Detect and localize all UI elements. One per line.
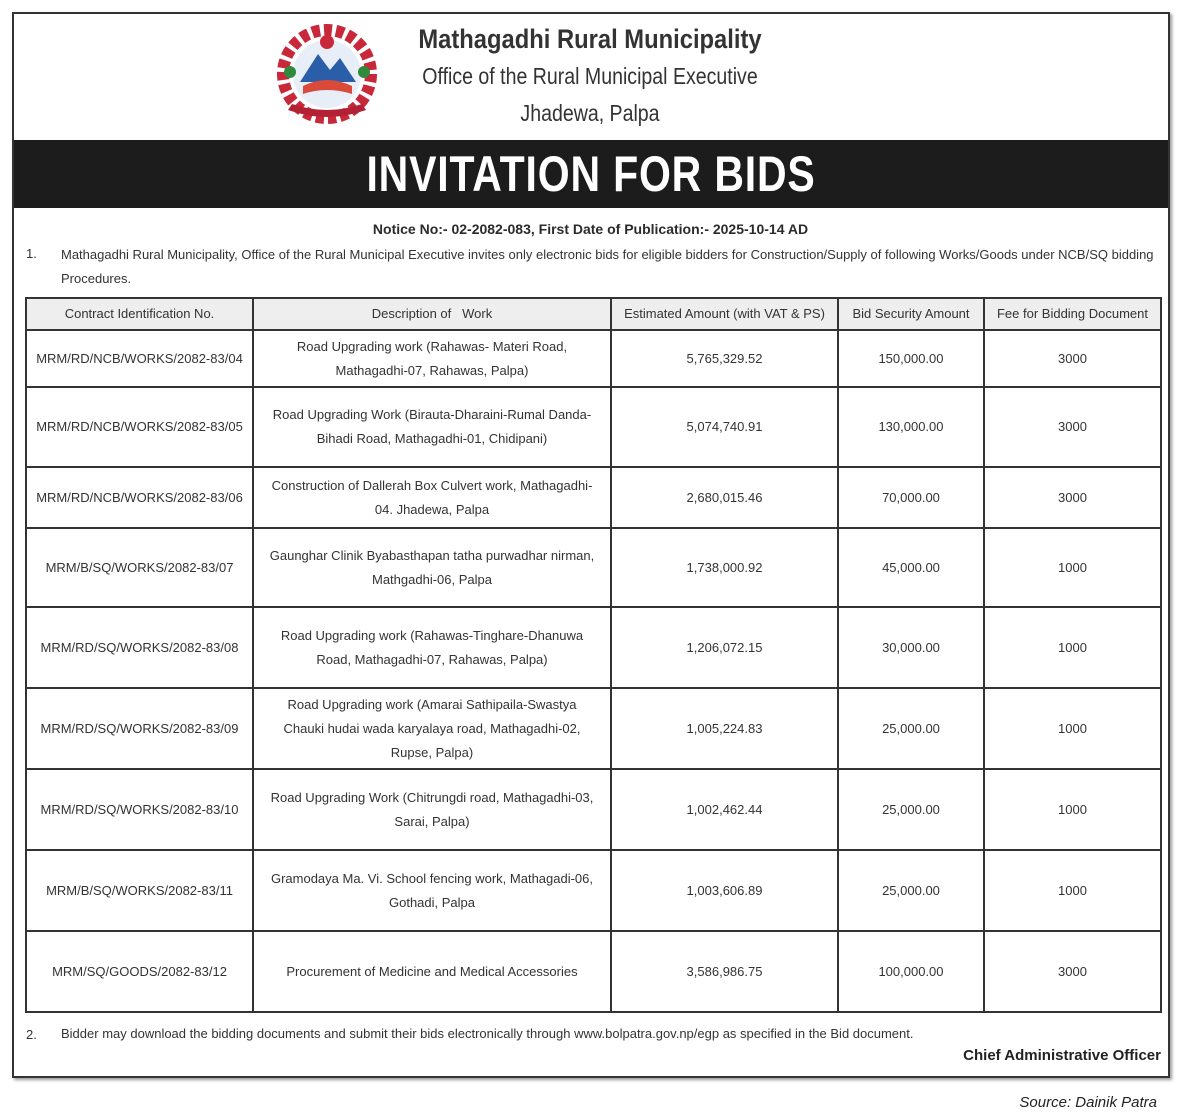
cell-contract-id: MRM/RD/SQ/WORKS/2082-83/10 bbox=[25, 768, 254, 851]
paragraph-2: Bidder may download the bidding document… bbox=[61, 1026, 914, 1041]
cell-estimated-amount: 3,586,986.75 bbox=[610, 930, 839, 1013]
paragraph-1: Mathagadhi Rural Municipality, Office of… bbox=[61, 247, 1154, 286]
cell-estimated-amount: 5,765,329.52 bbox=[610, 329, 839, 388]
cell-document-fee: 3000 bbox=[983, 329, 1162, 388]
municipality-name: Mathagadhi Rural Municipality bbox=[418, 24, 762, 54]
cell-bid-security: 25,000.00 bbox=[837, 687, 985, 770]
cell-document-fee: 1000 bbox=[983, 687, 1162, 770]
cell-description: Procurement of Medicine and Medical Acce… bbox=[252, 930, 612, 1013]
paragraph-number: 1. bbox=[26, 246, 37, 261]
cell-document-fee: 3000 bbox=[983, 386, 1162, 468]
source-credit: Source: Dainik Patra bbox=[1019, 1094, 1157, 1111]
cell-bid-security: 30,000.00 bbox=[837, 606, 985, 689]
table-row: MRM/RD/SQ/WORKS/2082-83/09 Road Upgrading… bbox=[25, 687, 1162, 770]
paragraph-number: 2. bbox=[26, 1027, 37, 1042]
cell-estimated-amount: 1,206,072.15 bbox=[610, 606, 839, 689]
cell-estimated-amount: 1,003,606.89 bbox=[610, 849, 839, 932]
table-row: MRM/RD/NCB/WORKS/2082-83/05 Road Upgradin… bbox=[25, 386, 1162, 468]
table-row: MRM/B/SQ/WORKS/2082-83/11 Gramodaya Ma. V… bbox=[25, 849, 1162, 932]
cell-bid-security: 25,000.00 bbox=[837, 849, 985, 932]
title-banner: INVITATION FOR BIDS bbox=[14, 140, 1168, 208]
cell-estimated-amount: 1,002,462.44 bbox=[610, 768, 839, 851]
cell-description: Gaunghar Clinik Byabasthapan tatha purwa… bbox=[252, 527, 612, 608]
table-row: MRM/SQ/GOODS/2082-83/12 Procurement of Me… bbox=[25, 930, 1162, 1013]
table-header-row: Contract Identification No. Description … bbox=[25, 297, 1162, 331]
column-header: Estimated Amount (with VAT & PS) bbox=[610, 297, 839, 331]
cell-description: Road Upgrading Work (Chitrungdi road, Ma… bbox=[252, 768, 612, 851]
cell-document-fee: 1000 bbox=[983, 768, 1162, 851]
column-header: Bid Security Amount bbox=[837, 297, 985, 331]
table-row: MRM/RD/NCB/WORKS/2082-83/06 Construction … bbox=[25, 466, 1162, 529]
column-header: Fee for Bidding Document bbox=[983, 297, 1162, 331]
cell-contract-id: MRM/SQ/GOODS/2082-83/12 bbox=[25, 930, 254, 1013]
notice-frame bbox=[12, 12, 1170, 1078]
cell-document-fee: 3000 bbox=[983, 466, 1162, 529]
cell-estimated-amount: 5,074,740.91 bbox=[610, 386, 839, 468]
cell-description: Road Upgrading work (Rahawas-Tinghare-Dh… bbox=[252, 606, 612, 689]
cell-contract-id: MRM/B/SQ/WORKS/2082-83/07 bbox=[25, 527, 254, 608]
cell-contract-id: MRM/B/SQ/WORKS/2082-83/11 bbox=[25, 849, 254, 932]
cell-bid-security: 150,000.00 bbox=[837, 329, 985, 388]
table-row: MRM/RD/SQ/WORKS/2082-83/10 Road Upgrading… bbox=[25, 768, 1162, 851]
cell-document-fee: 3000 bbox=[983, 930, 1162, 1013]
page-title: INVITATION FOR BIDS bbox=[366, 146, 816, 202]
table-row: MRM/RD/NCB/WORKS/2082-83/04 Road Upgradin… bbox=[25, 329, 1162, 388]
table-row: MRM/RD/SQ/WORKS/2082-83/08 Road Upgrading… bbox=[25, 606, 1162, 689]
table-row: MRM/B/SQ/WORKS/2082-83/07 Gaunghar Clinik… bbox=[25, 527, 1162, 608]
column-header: Contract Identification No. bbox=[25, 297, 254, 331]
cell-document-fee: 1000 bbox=[983, 849, 1162, 932]
cell-estimated-amount: 1,005,224.83 bbox=[610, 687, 839, 770]
cell-description: Road Upgrading work (Rahawas- Materi Roa… bbox=[252, 329, 612, 388]
cell-description: Road Upgrading Work (Birauta-Dharaini-Ru… bbox=[252, 386, 612, 468]
cell-bid-security: 25,000.00 bbox=[837, 768, 985, 851]
office-location: Jhadewa, Palpa bbox=[520, 100, 660, 126]
cell-description: Construction of Dallerah Box Culvert wor… bbox=[252, 466, 612, 529]
notice-number: Notice No:- 02-2082-083, First Date of P… bbox=[372, 221, 809, 237]
cell-document-fee: 1000 bbox=[983, 527, 1162, 608]
office-name: Office of the Rural Municipal Executive bbox=[422, 63, 758, 89]
column-header: Description of Work bbox=[252, 297, 612, 331]
cell-bid-security: 45,000.00 bbox=[837, 527, 985, 608]
cell-bid-security: 130,000.00 bbox=[837, 386, 985, 468]
cell-bid-security: 100,000.00 bbox=[837, 930, 985, 1013]
cell-estimated-amount: 1,738,000.92 bbox=[610, 527, 839, 608]
cell-contract-id: MRM/RD/SQ/WORKS/2082-83/09 bbox=[25, 687, 254, 770]
cell-contract-id: MRM/RD/NCB/WORKS/2082-83/06 bbox=[25, 466, 254, 529]
cell-contract-id: MRM/RD/NCB/WORKS/2082-83/04 bbox=[25, 329, 254, 388]
cell-description: Gramodaya Ma. Vi. School fencing work, M… bbox=[252, 849, 612, 932]
bids-table: Contract Identification No. Description … bbox=[25, 297, 1162, 1013]
cell-bid-security: 70,000.00 bbox=[837, 466, 985, 529]
signature: Chief Administrative Officer bbox=[963, 1047, 1161, 1064]
cell-description: Road Upgrading work (Amarai Sathipaila-S… bbox=[252, 687, 612, 770]
nepal-emblem-logo bbox=[277, 24, 377, 124]
cell-document-fee: 1000 bbox=[983, 606, 1162, 689]
cell-contract-id: MRM/RD/NCB/WORKS/2082-83/05 bbox=[25, 386, 254, 468]
cell-contract-id: MRM/RD/SQ/WORKS/2082-83/08 bbox=[25, 606, 254, 689]
cell-estimated-amount: 2,680,015.46 bbox=[610, 466, 839, 529]
